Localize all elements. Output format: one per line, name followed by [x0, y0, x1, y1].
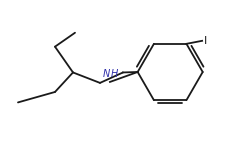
Text: H: H [111, 69, 118, 79]
Text: I: I [204, 36, 208, 46]
Text: N: N [103, 69, 110, 79]
